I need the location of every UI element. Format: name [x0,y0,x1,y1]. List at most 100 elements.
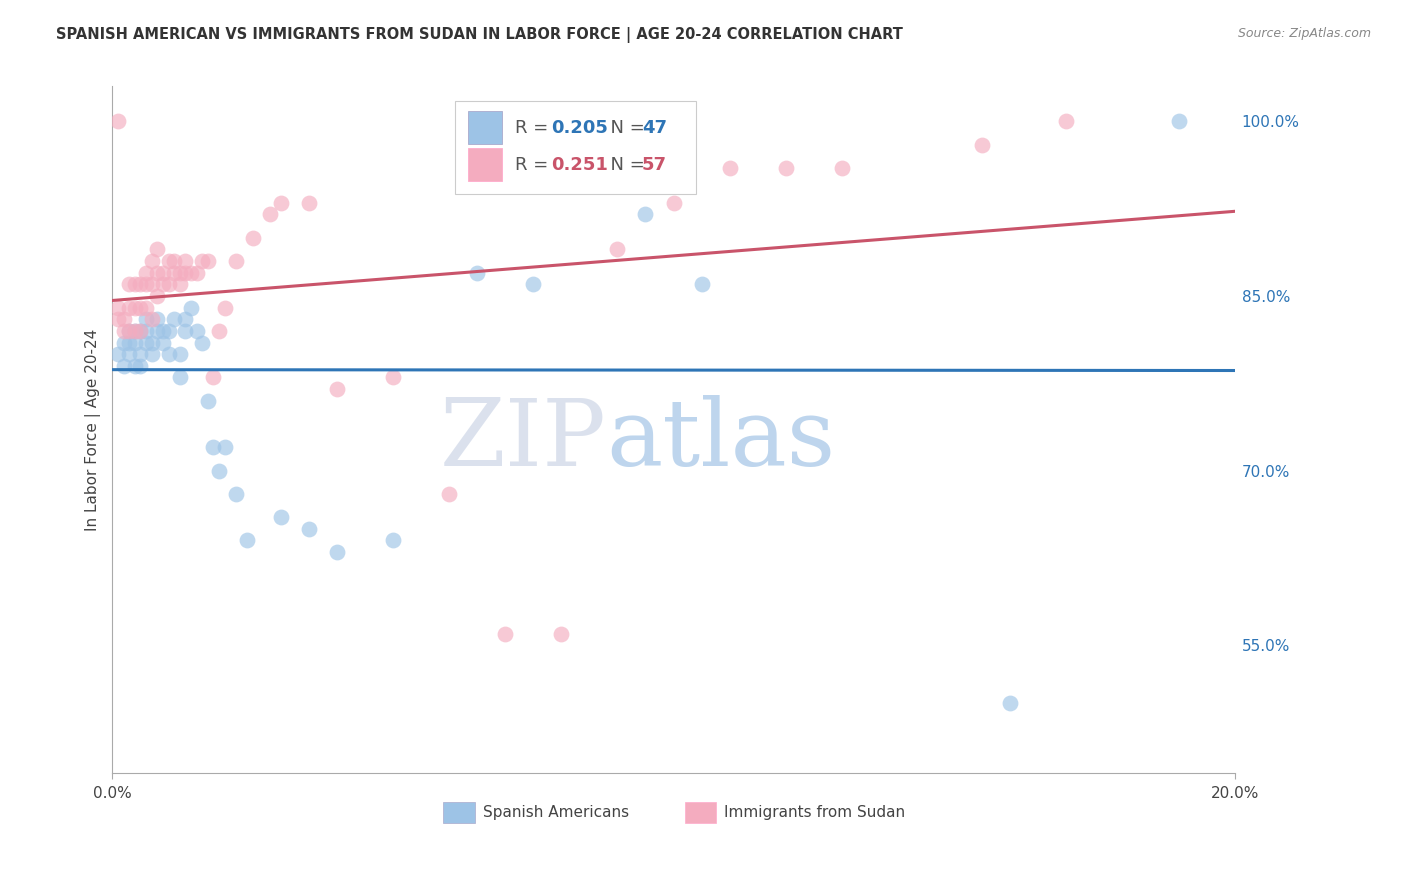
Point [118,301,141,315]
Point [107,114,129,128]
Text: SPANISH AMERICAN VS IMMIGRANTS FROM SUDAN IN LABOR FORCE | AGE 20-24 CORRELATION: SPANISH AMERICAN VS IMMIGRANTS FROM SUDA… [56,27,903,43]
Point [124,324,146,338]
Point [141,312,163,326]
Point [775,161,797,175]
Point [174,266,197,280]
Point [107,347,129,361]
Text: 47: 47 [643,119,666,136]
Point [146,312,169,326]
Point [381,533,404,548]
Text: N =: N = [599,156,651,174]
Point [298,522,321,536]
Point [174,324,197,338]
Point [242,231,264,245]
Point [381,370,404,384]
Text: 0.251: 0.251 [551,156,607,174]
Point [662,195,685,210]
Text: Immigrants from Sudan: Immigrants from Sudan [724,805,905,820]
FancyBboxPatch shape [454,102,696,194]
Point [146,324,169,338]
Point [550,626,572,640]
Point [191,335,214,350]
Point [157,254,180,268]
FancyBboxPatch shape [468,112,502,145]
Point [141,277,163,292]
Point [169,347,191,361]
Point [112,359,135,373]
Text: Source: ZipAtlas.com: Source: ZipAtlas.com [1237,27,1371,40]
Point [197,254,219,268]
Text: R =: R = [516,156,560,174]
Point [634,207,657,221]
Point [112,312,135,326]
Y-axis label: In Labor Force | Age 20-24: In Labor Force | Age 20-24 [86,329,101,531]
Point [225,254,247,268]
Point [186,266,208,280]
Point [494,626,516,640]
Text: ZIP: ZIP [440,395,606,485]
Point [157,347,180,361]
Point [1000,697,1022,711]
Point [141,254,163,268]
Point [141,335,163,350]
Point [124,335,146,350]
Point [326,545,349,559]
Point [236,533,259,548]
Point [208,464,231,478]
Point [152,324,174,338]
Point [163,266,186,280]
Point [197,393,219,408]
Point [180,301,202,315]
Point [129,324,152,338]
Point [270,195,292,210]
Point [157,324,180,338]
Point [146,289,169,303]
Point [118,324,141,338]
Point [225,487,247,501]
Point [163,312,186,326]
Point [118,277,141,292]
Point [129,359,152,373]
Point [169,266,191,280]
Point [214,301,236,315]
Point [1167,114,1189,128]
Point [169,277,191,292]
FancyBboxPatch shape [443,802,475,823]
Point [107,312,129,326]
Point [522,277,544,292]
Point [135,277,157,292]
Point [972,137,994,152]
FancyBboxPatch shape [468,148,502,181]
Point [135,301,157,315]
Text: R =: R = [516,119,554,136]
Point [259,207,281,221]
Point [135,335,157,350]
Point [129,301,152,315]
Point [152,277,174,292]
Point [107,301,129,315]
Text: 0.205: 0.205 [551,119,607,136]
Point [146,243,169,257]
Point [191,254,214,268]
Point [202,440,225,454]
Point [174,312,197,326]
Point [152,266,174,280]
Point [208,324,231,338]
Point [146,266,169,280]
Point [135,324,157,338]
Text: N =: N = [599,119,651,136]
Point [124,359,146,373]
Point [606,243,628,257]
Point [129,277,152,292]
Point [718,161,741,175]
Point [270,510,292,524]
Point [124,301,146,315]
Point [690,277,713,292]
Point [326,382,349,396]
Point [118,347,141,361]
Point [152,335,174,350]
Point [465,266,488,280]
Point [118,335,141,350]
Point [112,335,135,350]
Point [112,324,135,338]
